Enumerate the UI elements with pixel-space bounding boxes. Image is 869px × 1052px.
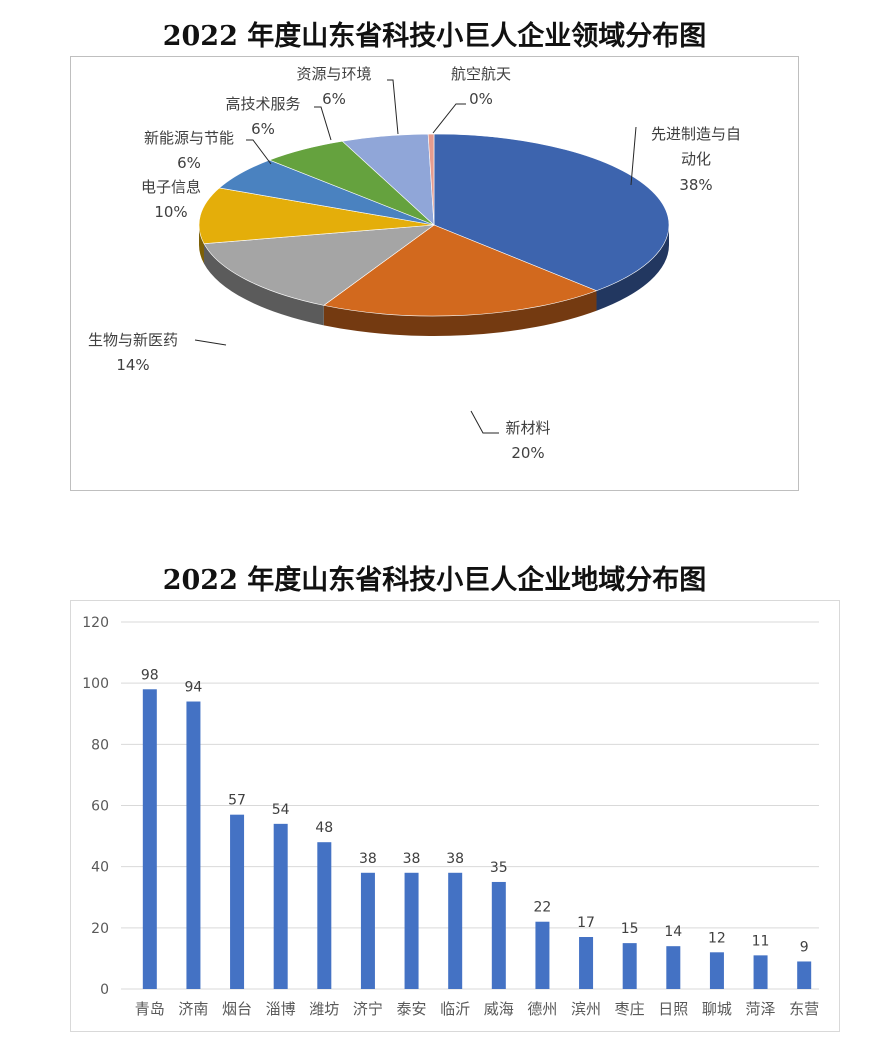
bar-chart-title: 2022 年度山东省科技小巨人企业地域分布图 <box>162 565 707 596</box>
bar-value-label: 17 <box>577 915 595 931</box>
leader-line <box>314 106 332 141</box>
pie-side-1 <box>323 290 597 336</box>
bar-威海 <box>491 881 506 989</box>
pie-label-6: 6% <box>322 90 346 108</box>
x-category-label: 青岛 <box>135 1000 165 1018</box>
x-category-label: 威海 <box>484 1000 514 1018</box>
pie-label-1: 新材料 <box>505 419 550 437</box>
bar-济宁 <box>360 872 375 989</box>
x-category-label: 日照 <box>658 1000 688 1018</box>
x-category-label: 烟台 <box>222 1000 252 1018</box>
bar-菏泽 <box>753 955 768 989</box>
x-category-label: 济南 <box>178 1000 208 1018</box>
pie-label-4: 新能源与节能 <box>144 129 234 147</box>
x-category-label: 聊城 <box>702 1000 732 1018</box>
bar-value-label: 11 <box>752 933 770 949</box>
pie-label-2: 生物与新医药 <box>88 331 178 349</box>
pie-label-2: 14% <box>116 356 149 374</box>
pie-label-5: 6% <box>251 120 275 138</box>
pie-slice-2 <box>203 224 436 306</box>
bar-value-label: 22 <box>534 900 552 916</box>
bar-value-label: 12 <box>708 930 726 946</box>
pie-top <box>198 133 670 317</box>
pie-label-0: 动化 <box>681 150 711 168</box>
pie-label-7: 航空航天 <box>451 65 511 83</box>
bar-枣庄 <box>622 943 637 989</box>
bar-value-label: 38 <box>446 851 464 867</box>
bar-value-label: 38 <box>359 851 377 867</box>
pie-label-3: 电子信息 <box>141 178 201 196</box>
bar-淄博 <box>273 823 288 989</box>
leader-line <box>630 126 637 186</box>
bar-value-label: 94 <box>185 680 203 696</box>
x-category-label: 济宁 <box>353 1000 383 1018</box>
leader-line <box>246 139 272 165</box>
bars: 98 青岛 94 济南 57 烟台 54 淄博 48 潍坊 38 济宁 38 泰安 38 临沂 35 威海 22 德州… <box>135 667 819 1018</box>
pie-slice-3 <box>198 187 435 244</box>
y-tick-label: 40 <box>91 860 109 876</box>
bar-济南 <box>186 701 201 989</box>
pie-label-1: 20% <box>511 444 544 462</box>
bar-chart-frame: 0 20 40 60 80 100 120 98 青岛 94 济南 57 烟台 54 淄博 48 潍坊 38 济宁 3… <box>70 600 840 1032</box>
pie-label-0: 38% <box>679 176 712 194</box>
bar-value-label: 98 <box>141 667 159 683</box>
leader-line <box>470 410 499 434</box>
pie-label-7: 0% <box>469 90 493 108</box>
bar-value-label: 57 <box>228 793 246 809</box>
pie-label-5: 高技术服务 <box>225 95 300 113</box>
y-tick-label: 100 <box>82 676 109 692</box>
x-category-label: 临沂 <box>440 1000 470 1018</box>
pie-side-0 <box>596 225 669 311</box>
bar-value-label: 35 <box>490 860 508 876</box>
bar-value-label: 48 <box>315 820 333 836</box>
x-category-label: 东营 <box>789 1000 819 1018</box>
y-tick-label: 20 <box>91 921 109 937</box>
leader-line <box>387 79 399 135</box>
pie-label-0: 先进制造与自 <box>651 125 741 143</box>
bar-value-label: 15 <box>621 921 639 937</box>
x-category-label: 淄博 <box>266 1000 296 1018</box>
bar-东营 <box>797 961 812 989</box>
x-category-label: 泰安 <box>397 1000 427 1018</box>
leader-line <box>194 339 227 346</box>
x-category-label: 德州 <box>527 1000 557 1018</box>
y-tick-label: 120 <box>82 615 109 631</box>
pie-side-2 <box>203 243 324 326</box>
pie-label-6: 资源与环境 <box>296 65 371 83</box>
bar-value-label: 14 <box>664 924 682 940</box>
x-category-label: 菏泽 <box>746 1000 776 1018</box>
y-tick-label: 80 <box>91 737 109 753</box>
x-category-label: 枣庄 <box>615 1000 645 1018</box>
x-category-label: 滨州 <box>571 1000 601 1018</box>
bar-chart: 0 20 40 60 80 100 120 98 青岛 94 济南 57 烟台 54 淄博 48 潍坊 38 济宁 3… <box>82 615 819 1018</box>
bar-德州 <box>535 921 550 989</box>
bar-潍坊 <box>317 842 332 989</box>
pie-slice-7 <box>427 133 435 226</box>
pie-slice-0 <box>433 133 670 292</box>
bar-烟台 <box>230 814 245 989</box>
bar-value-label: 54 <box>272 802 290 818</box>
bar-滨州 <box>579 937 594 989</box>
y-tick-label: 60 <box>91 799 109 815</box>
bar-泰安 <box>404 872 419 989</box>
pie-chart-title: 2022 年度山东省科技小巨人企业领域分布图 <box>162 21 707 52</box>
pie-slice-1 <box>323 224 598 317</box>
leader-line <box>432 103 466 134</box>
x-category-label: 潍坊 <box>309 1000 339 1018</box>
bar-value-label: 38 <box>403 851 421 867</box>
pie-chart-frame: 先进制造与自 动化 38% 新材料 20% 生物与新医药 14% 电子信息 10% 新能源与节能 6… <box>70 56 799 491</box>
y-tick-label: 0 <box>100 982 109 998</box>
bar-聊城 <box>709 952 724 989</box>
pie-label-3: 10% <box>154 203 187 221</box>
bar-value-label: 9 <box>800 939 809 955</box>
pie-label-4: 6% <box>177 154 201 172</box>
bar-临沂 <box>448 872 463 989</box>
bar-青岛 <box>142 689 157 989</box>
bar-日照 <box>666 946 681 989</box>
